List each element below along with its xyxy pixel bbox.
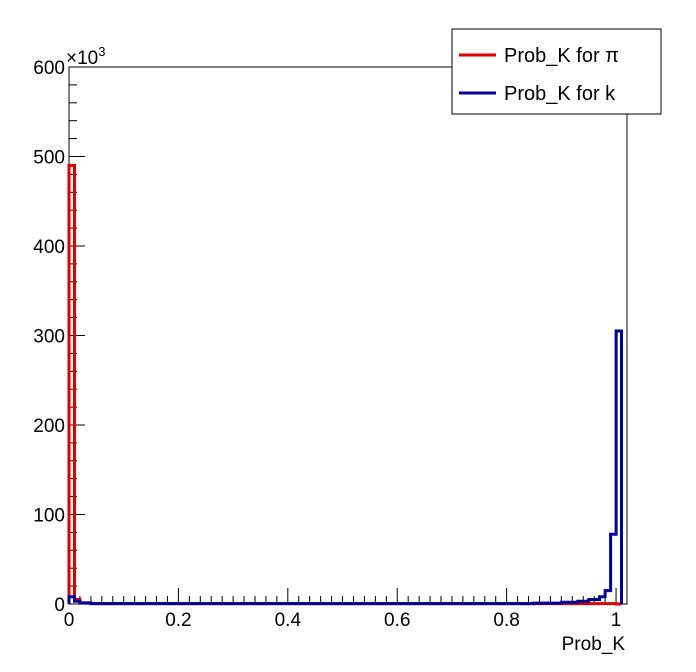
y-tick-label: 500 <box>33 148 65 169</box>
x-tick-label: 0.2 <box>165 610 191 631</box>
y-tick-label: 600 <box>33 58 65 79</box>
y-multiplier-label: ×103 <box>66 44 105 69</box>
x-tick-label: 0.8 <box>493 610 519 631</box>
legend-box <box>451 28 662 115</box>
x-tick-label: 0.4 <box>275 610 302 631</box>
series-line-1 <box>67 329 623 606</box>
plot-frame <box>68 66 628 605</box>
y-axis-ticks: 0 100 200 300 400 500 600 <box>33 58 85 616</box>
y-tick-label: 400 <box>33 237 65 258</box>
x-tick-label: 0.6 <box>384 610 410 631</box>
x-tick-label: 1 <box>611 610 622 631</box>
y-tick-label: 0 <box>54 595 65 616</box>
y-tick-label: 200 <box>33 416 65 437</box>
series-layer <box>67 163 623 606</box>
legend-label-k: Prob_K for k <box>504 83 616 105</box>
x-axis-ticks: 0 0.2 0.4 0.6 0.8 1 <box>64 588 622 631</box>
legend-label-pi: Prob_K for π <box>504 45 619 67</box>
legend: Prob_K for π Prob_K for k <box>451 28 662 115</box>
x-tick-label: 0 <box>64 610 75 631</box>
x-axis-title: Prob_K <box>562 634 626 655</box>
series-line-0 <box>67 163 622 606</box>
y-tick-label: 100 <box>33 506 65 527</box>
y-tick-label: 300 <box>33 327 65 348</box>
